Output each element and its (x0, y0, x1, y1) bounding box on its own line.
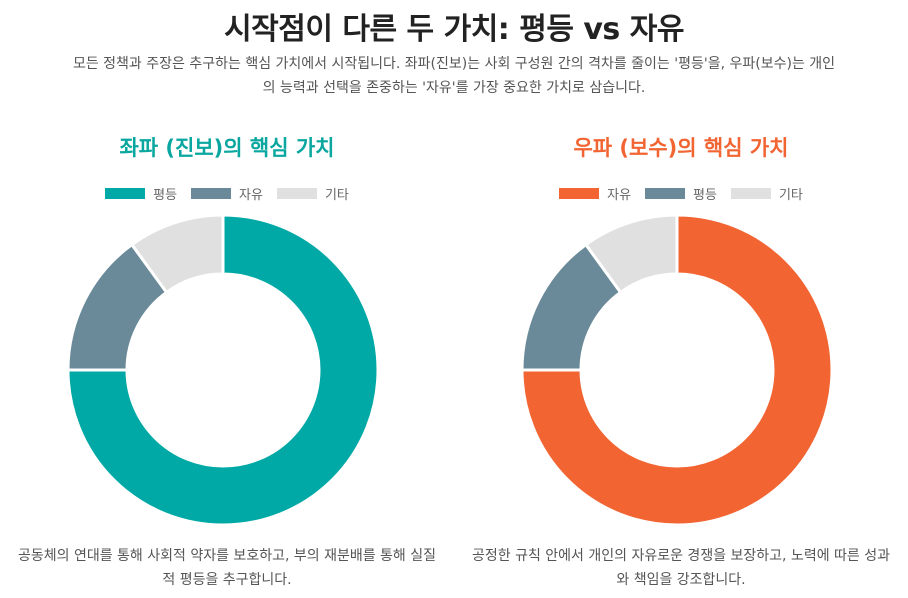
legend-swatch (105, 188, 146, 199)
right-chart-panel: 우파 (보수)의 핵심 가치 자유 평등 기타 공정한 규칙 안에서 개인의 자… (454, 126, 908, 598)
legend-label: 자유 (239, 188, 263, 203)
right-donut-chart (520, 213, 834, 527)
left-chart-legend: 평등 자유 기타 (0, 184, 454, 203)
donut-slice-기타[interactable] (583, 213, 679, 295)
left-chart-caption: 공동체의 연대를 통해 사회적 약자를 보호하고, 부의 재분배를 통해 실질적… (0, 544, 454, 592)
legend-swatch (276, 188, 317, 199)
legend-item[interactable]: 기타 (276, 184, 349, 203)
right-caption-text: 공정한 규칙 안에서 개인의 자유로운 경쟁을 보장하고, 노력에 따른 성과와… (471, 548, 891, 588)
legend-label: 평등 (153, 188, 178, 203)
page-subtitle: 모든 정책과 주장은 추구하는 핵심 가치에서 시작됩니다. 좌파(진보)는 사… (72, 56, 836, 96)
legend-item[interactable]: 평등 (105, 184, 177, 203)
legend-item[interactable]: 평등 (645, 184, 717, 203)
legend-label: 기타 (324, 188, 349, 203)
legend-swatch (730, 188, 771, 199)
legend-label: 평등 (693, 188, 717, 203)
left-chart-panel: 좌파 (진보)의 핵심 가치 평등 자유 기타 공동체의 연대를 통해 사회적 … (0, 126, 454, 598)
legend-label: 기타 (778, 188, 803, 203)
legend-swatch (191, 188, 232, 199)
donut-slice-평등[interactable] (66, 213, 380, 527)
legend-item[interactable]: 자유 (191, 184, 263, 203)
right-chart-legend: 자유 평등 기타 (454, 184, 908, 203)
legend-swatch (645, 188, 686, 199)
legend-label: 자유 (607, 188, 632, 203)
donut-slice-자유[interactable] (520, 213, 834, 527)
left-chart-title: 좌파 (진보)의 핵심 가치 (119, 136, 335, 160)
right-chart-title: 우파 (보수)의 핵심 가치 (573, 136, 789, 160)
donut-slice-기타[interactable] (129, 213, 225, 295)
legend-item[interactable]: 기타 (730, 184, 803, 203)
left-donut-chart (66, 213, 380, 527)
page-title: 시작점이 다른 두 가치: 평등 vs 자유 (224, 12, 684, 47)
right-chart-caption: 공정한 규칙 안에서 개인의 자유로운 경쟁을 보장하고, 노력에 따른 성과와… (454, 544, 908, 592)
legend-item[interactable]: 자유 (559, 184, 631, 203)
left-caption-text: 공동체의 연대를 통해 사회적 약자를 보호하고, 부의 재분배를 통해 실질적… (17, 548, 437, 588)
legend-swatch (559, 188, 600, 199)
